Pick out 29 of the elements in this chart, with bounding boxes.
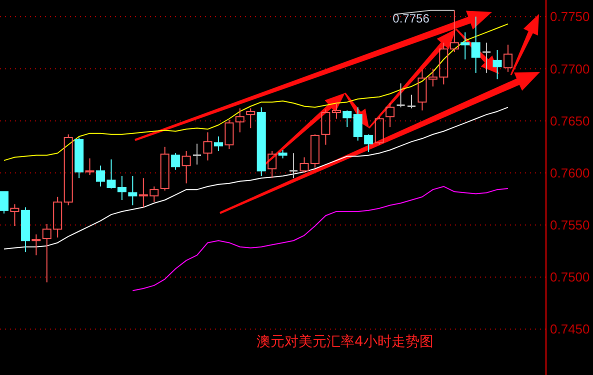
candlestick (128, 176, 138, 206)
line-series (132, 186, 508, 292)
candlestick (332, 102, 341, 120)
candlestick (10, 204, 20, 227)
candlestick (460, 32, 470, 60)
y-tick-label: 0.7500 (550, 270, 590, 285)
candlestick (482, 42, 492, 74)
candlestick (235, 108, 244, 133)
y-tick-label: 0.7450 (550, 322, 590, 337)
candlestick (418, 69, 427, 111)
candlestick (471, 16, 480, 74)
candlestick (374, 116, 384, 146)
candlestick (192, 143, 202, 166)
candlestick (203, 132, 212, 161)
y-tick-label: 0.7700 (550, 61, 590, 76)
y-tick-label: 0.7550 (550, 218, 590, 232)
candlestick (492, 50, 502, 80)
line-series (4, 23, 508, 161)
annotation: 0.7756 (392, 11, 430, 26)
candlestick (288, 152, 298, 179)
candlestick (182, 150, 191, 184)
candlestick (504, 44, 512, 72)
y-tick-label: 0.7650 (550, 113, 590, 128)
text: 澳元对美元汇率4小时走势图 (256, 334, 434, 350)
y-tick-label: 0.7750 (550, 9, 590, 24)
candlestick (117, 176, 126, 200)
y-tick-label: 0.7600 (550, 165, 590, 180)
line-series (4, 106, 508, 250)
candlestick (386, 102, 395, 128)
